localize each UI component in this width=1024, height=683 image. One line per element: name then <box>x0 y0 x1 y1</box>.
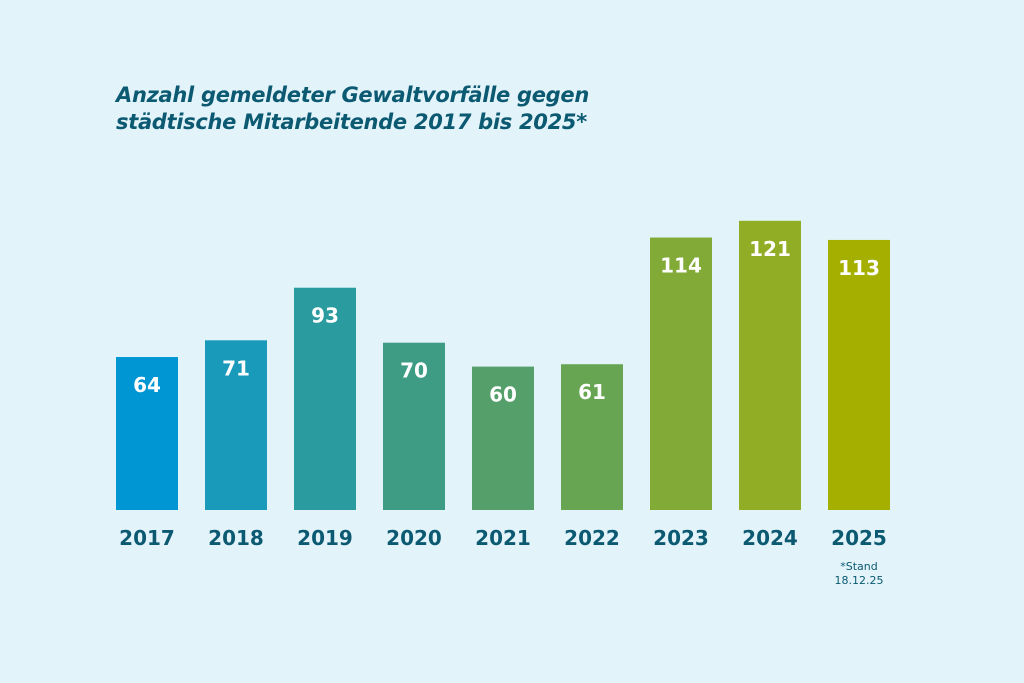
bar-2023 <box>650 237 712 511</box>
data-label-2023: 114 <box>660 254 702 278</box>
footnote-line-1: *Stand <box>840 560 878 573</box>
footnote: *Stand 18.12.25 <box>828 560 890 588</box>
footnote-line-2: 18.12.25 <box>834 574 884 587</box>
x-tick-label: 2023 <box>653 526 709 550</box>
data-label-2024: 121 <box>749 237 791 261</box>
chart-title: Anzahl gemeldeter Gewaltvorfälle gegen s… <box>116 82 589 136</box>
bar-2021 <box>472 366 534 510</box>
x-tick-label: 2017 <box>119 526 175 550</box>
bar-2017 <box>116 357 178 510</box>
x-tick-label: 2019 <box>297 526 353 550</box>
bar-2018 <box>205 340 267 510</box>
x-tick-label: 2025 <box>831 526 887 550</box>
bar-2019 <box>294 287 356 510</box>
data-label-2017: 64 <box>133 373 161 397</box>
bar-2024 <box>739 220 801 510</box>
x-tick-label: 2021 <box>475 526 531 550</box>
data-label-2020: 70 <box>400 359 428 383</box>
x-tick-label: 2018 <box>208 526 264 550</box>
title-line-1: Anzahl gemeldeter Gewaltvorfälle gegen <box>116 83 589 107</box>
data-label-2021: 60 <box>489 383 517 407</box>
data-label-2019: 93 <box>311 304 339 328</box>
bar-2025 <box>828 239 890 510</box>
x-tick-label: 2022 <box>564 526 620 550</box>
x-tick-label: 2024 <box>742 526 798 550</box>
title-line-2: städtische Mitarbeitende 2017 bis 2025* <box>116 110 587 134</box>
data-label-2018: 71 <box>222 356 250 380</box>
data-label-2025: 113 <box>838 256 880 280</box>
bar-2020 <box>383 342 445 510</box>
bar-2022 <box>561 364 623 510</box>
x-tick-label: 2020 <box>386 526 442 550</box>
data-label-2022: 61 <box>578 380 606 404</box>
